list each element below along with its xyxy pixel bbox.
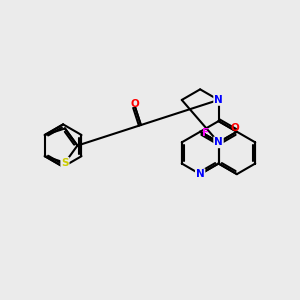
Text: N: N (214, 95, 223, 105)
Text: N: N (214, 137, 223, 147)
Text: O: O (231, 123, 239, 133)
Text: F: F (202, 128, 209, 138)
Text: S: S (61, 158, 69, 168)
Text: N: N (196, 169, 205, 179)
Text: O: O (131, 99, 140, 110)
